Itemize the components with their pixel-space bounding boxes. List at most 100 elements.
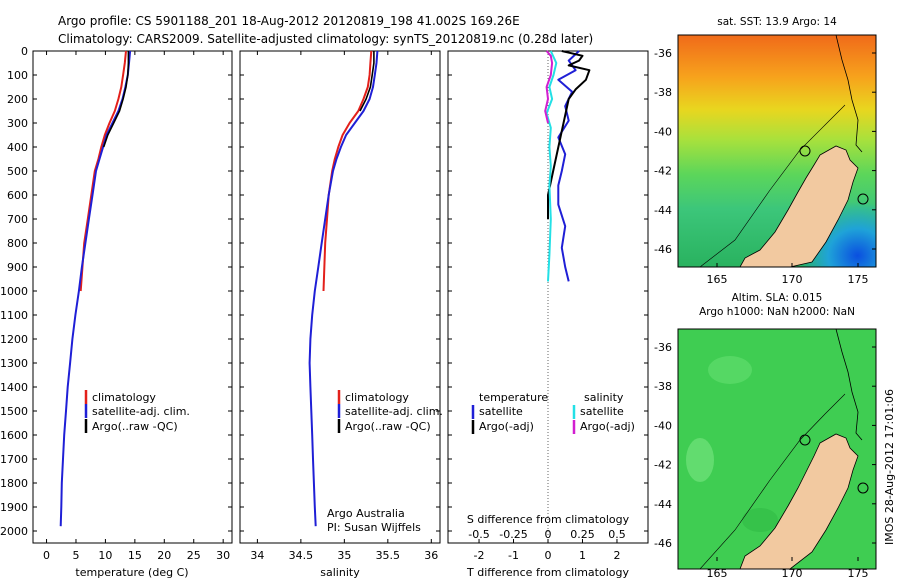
depth-tick-label: 1800 <box>0 477 28 490</box>
lon-tick-label: 170 <box>782 567 803 580</box>
legend-argo: Argo(..raw -QC) <box>92 420 178 433</box>
lat-tick-label: -46 <box>654 537 672 550</box>
depth-tick-label: 700 <box>7 213 28 226</box>
s-tick-label: -0.5 <box>468 528 489 541</box>
depth-tick-label: 200 <box>7 93 28 106</box>
depth-tick-label: 400 <box>7 141 28 154</box>
temperature-series <box>59 50 132 527</box>
difference-legend: temperature salinity satellite Argo(-adj… <box>471 391 635 434</box>
sla-isobath <box>699 393 846 569</box>
depth-tick-label: 0 <box>21 45 28 58</box>
secondary-marker <box>857 193 869 205</box>
legend-salinity-title: salinity <box>584 391 624 404</box>
x-tick-label: 0 <box>545 549 552 562</box>
salinity-x-label: salinity <box>320 566 360 579</box>
x-tick-label: 1 <box>579 549 586 562</box>
x-tick-label: 34 <box>250 549 264 562</box>
argo-position-marker <box>799 434 811 446</box>
lon-tick-label: 165 <box>707 567 728 580</box>
salinity-panel: 34 34.5 35 35.5 36 salinity climatology sate… <box>239 50 443 579</box>
sla-patch <box>742 508 778 532</box>
sla-lat-ticks: -36 -38 -40 -42 -44 -46 <box>654 341 876 550</box>
x-tick-label: 0 <box>43 549 50 562</box>
depth-tick-label: 1100 <box>0 309 28 322</box>
series-line-climatology <box>79 50 127 292</box>
x-tick-label: 34.5 <box>289 549 314 562</box>
series-line-satellite-adj-clim- <box>59 50 132 527</box>
depth-tick-label: 800 <box>7 237 28 250</box>
x-tick-label: 36 <box>424 549 438 562</box>
salinity-panel-frame <box>239 50 441 544</box>
s-tick-label: 0 <box>545 528 552 541</box>
x-tick-label: -2 <box>474 549 485 562</box>
lat-tick-label: -36 <box>654 341 672 354</box>
difference-panel: -2 -1 0 1 2 -0.5 -0.25 0 0.25 0.5 S difference fr… <box>447 50 649 579</box>
legend-satellite: satellite-adj. clim. <box>92 405 190 418</box>
series-line-salinity-argo-adj- <box>544 50 554 124</box>
series-line-temperature-argo-adj- <box>547 50 591 219</box>
depth-tick-label: 100 <box>7 69 28 82</box>
s-tick-label: 0.25 <box>570 528 595 541</box>
argo-position-marker <box>799 145 811 157</box>
depth-tick-label: 600 <box>7 189 28 202</box>
lon-tick-label: 170 <box>782 273 803 286</box>
lat-tick-label: -38 <box>654 380 672 393</box>
legend-temp-satellite: satellite <box>479 405 523 418</box>
s-tick-label: -0.25 <box>499 528 527 541</box>
sla-map-frame <box>677 328 877 570</box>
footer-stamp: IMOS 28-Aug-2012 17:01:06 <box>883 389 896 545</box>
depth-tick-label: 1400 <box>0 381 28 394</box>
sla-landmass <box>739 433 859 569</box>
lat-tick-label: -42 <box>654 459 672 472</box>
salinity-legend: climatology satellite-adj. clim. Argo(..… <box>337 390 443 433</box>
t-difference-label: T difference from climatology <box>466 566 629 579</box>
temperature-x-label: temperature (deg C) <box>75 566 188 579</box>
sst-isobath <box>699 104 846 267</box>
difference-ticks: -2 -1 0 1 2 -0.5 -0.25 0 0.25 0.5 <box>448 50 648 562</box>
temperature-ticks: 0 5 10 15 20 25 30 <box>33 50 232 562</box>
salinity-ticks: 34 34.5 35 35.5 36 <box>240 50 440 562</box>
depth-tick-label: 1600 <box>0 429 28 442</box>
legend-temp-argo: Argo(-adj) <box>479 420 534 433</box>
sla-patch <box>686 438 714 482</box>
lat-tick-label: -42 <box>654 165 672 178</box>
sst-coast-north <box>835 35 863 153</box>
x-tick-label: 30 <box>216 549 230 562</box>
sla-map: Altim. SLA: 0.015 Argo h1000: NaN h2000:… <box>654 292 877 580</box>
legend-argo: Argo(..raw -QC) <box>345 420 431 433</box>
legend-sal-argo: Argo(-adj) <box>580 420 635 433</box>
series-line-satellite-adj-clim- <box>308 50 379 527</box>
lat-tick-label: -38 <box>654 86 672 99</box>
series-line-argo-raw-qc- <box>102 51 130 148</box>
sst-map-title: sat. SST: 13.9 Argo: 14 <box>717 16 837 28</box>
x-tick-label: 20 <box>157 549 171 562</box>
x-tick-label: 2 <box>613 549 620 562</box>
header-line-2: Climatology: CARS2009. Satellite-adjuste… <box>58 32 593 46</box>
sst-landmass <box>739 145 859 267</box>
temperature-legend: climatology satellite-adj. clim. Argo(..… <box>84 390 190 433</box>
s-tick-label: 0.5 <box>608 528 626 541</box>
difference-series <box>544 50 591 282</box>
sla-map-title-1: Altim. SLA: 0.015 <box>732 292 823 304</box>
x-tick-label: 15 <box>128 549 142 562</box>
header-line-1: Argo profile: CS 5901188_201 18-Aug-2012… <box>58 14 520 28</box>
x-tick-label: -1 <box>508 549 519 562</box>
legend-climatology: climatology <box>345 391 409 404</box>
legend-sal-satellite: satellite <box>580 405 624 418</box>
temperature-panel: 0 5 10 15 20 25 30 temperature (deg C) climato… <box>32 50 233 579</box>
credit-line-2: PI: Susan Wijffels <box>327 521 421 534</box>
x-tick-label: 10 <box>98 549 112 562</box>
depth-tick-label: 1900 <box>0 501 28 514</box>
depth-tick-label: 1700 <box>0 453 28 466</box>
sla-coast-north <box>835 329 863 441</box>
lat-tick-label: -46 <box>654 243 672 256</box>
lat-tick-label: -44 <box>654 204 672 217</box>
credit-line-1: Argo Australia <box>327 507 405 520</box>
depth-tick-label: 500 <box>7 165 28 178</box>
depth-tick-label: 900 <box>7 261 28 274</box>
series-line-salinity-satellite <box>545 50 558 282</box>
lat-tick-label: -44 <box>654 498 672 511</box>
salinity-series <box>308 50 379 527</box>
lat-tick-label: -36 <box>654 47 672 60</box>
